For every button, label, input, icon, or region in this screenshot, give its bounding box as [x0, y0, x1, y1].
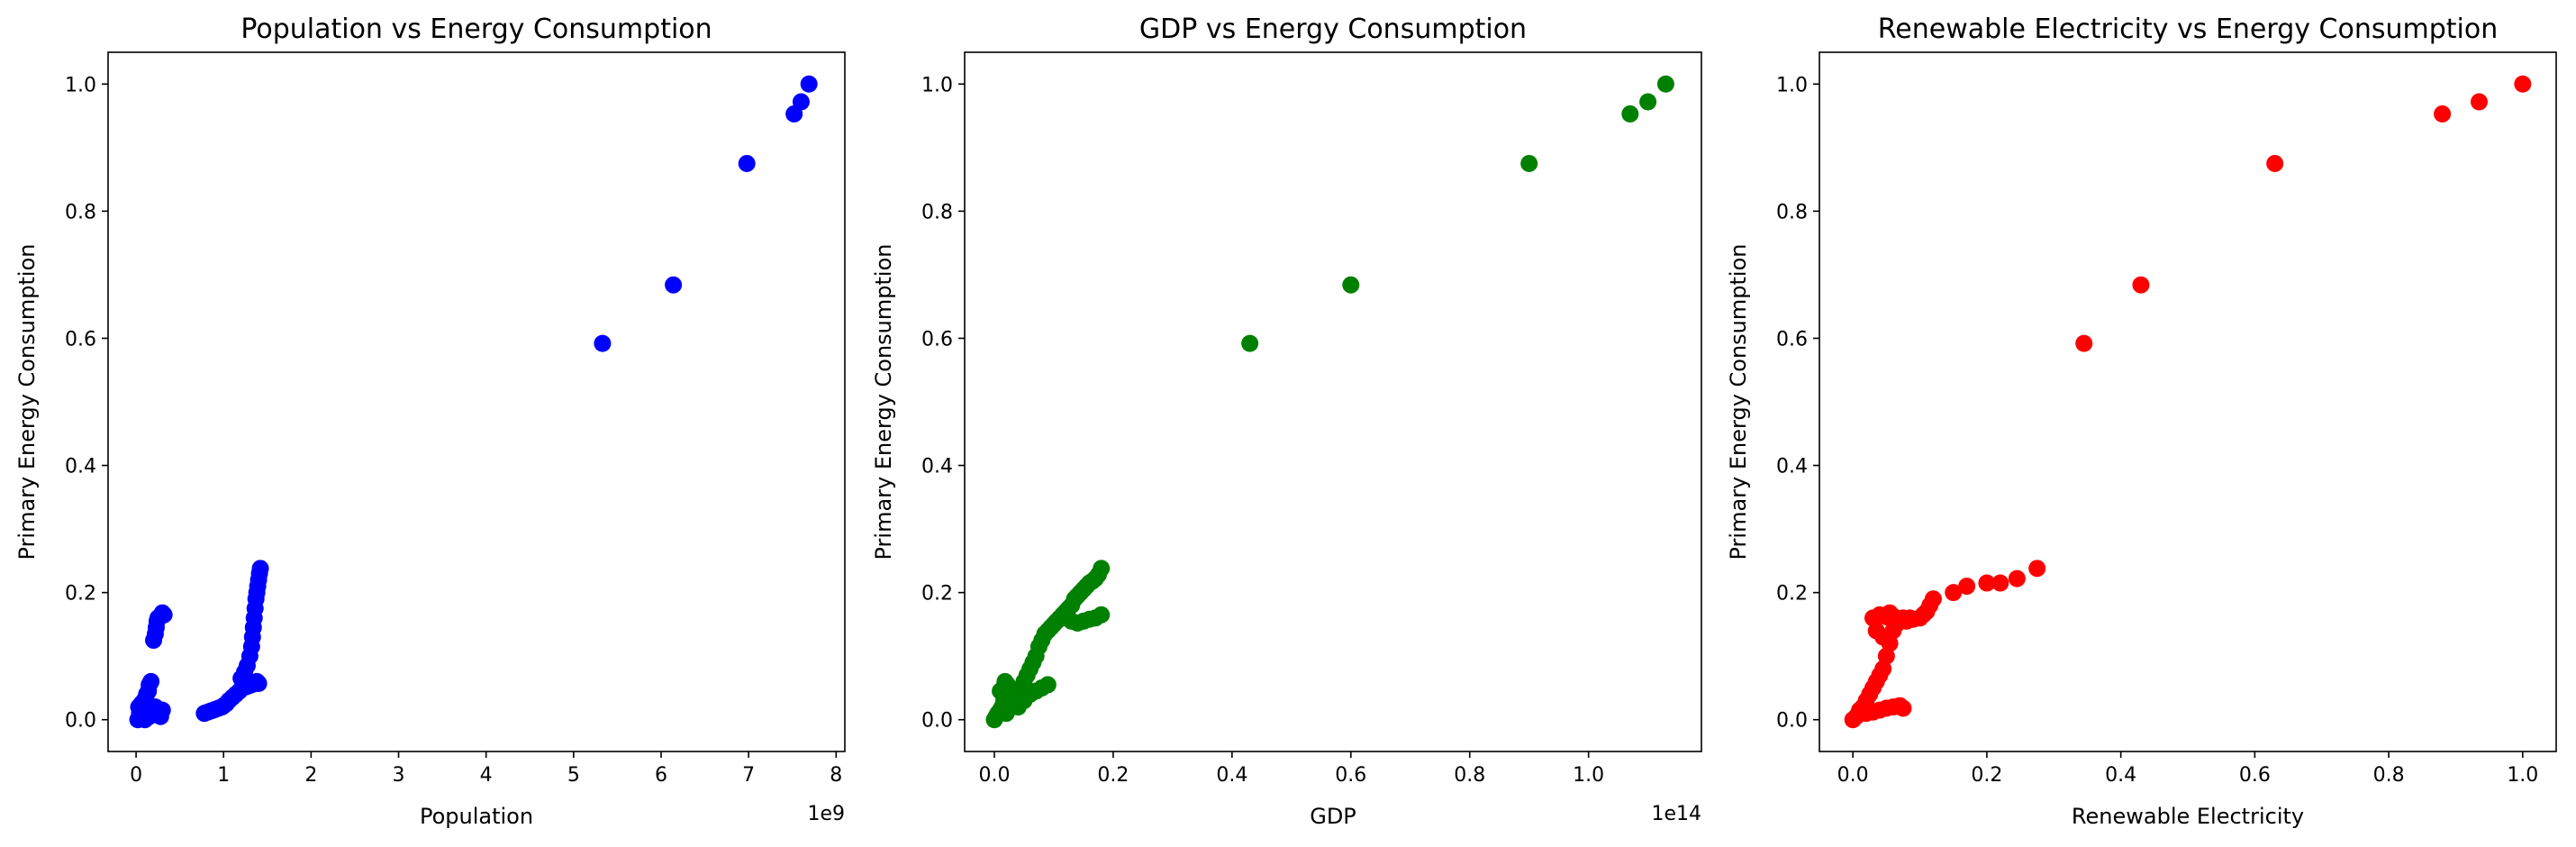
- plot-area-frame: [1819, 51, 2557, 752]
- y-tick-label: 0.8: [921, 201, 953, 223]
- chart-title: GDP vs Energy Consumption: [1139, 14, 1527, 45]
- x-tick-label: 0.4: [1216, 764, 1247, 787]
- x-tick-label: 0.0: [978, 764, 1010, 787]
- plot-area-frame: [107, 51, 846, 752]
- scatter-point: [1621, 105, 1639, 123]
- y-axis-label: Primary Energy Consumption: [14, 244, 40, 560]
- scatter-point: [155, 606, 173, 624]
- x-tick-label: 0.8: [1454, 764, 1485, 787]
- y-tick-label: 1.0: [921, 74, 953, 96]
- scatter-point: [1945, 584, 1963, 602]
- x-axis-offset-label: 1e14: [1651, 803, 1701, 825]
- scatter-point: [1639, 93, 1657, 111]
- scatter-point: [2434, 105, 2452, 123]
- x-tick-label: 0: [130, 764, 142, 787]
- chart-title: Renewable Electricity vs Energy Consumpt…: [1878, 14, 2498, 45]
- scatter-point: [251, 560, 269, 578]
- scatter-point: [738, 154, 756, 172]
- scatter-point: [2470, 93, 2488, 111]
- x-tick-label: 0.6: [2239, 764, 2271, 787]
- scatter-point: [2266, 154, 2284, 172]
- scatter-panel-population: Population vs Energy Consumption Populat…: [14, 14, 846, 829]
- scatter-point: [137, 695, 155, 713]
- scatter-point: [2028, 560, 2046, 578]
- y-tick-label: 0.8: [1776, 201, 1808, 223]
- y-axis-label: Primary Energy Consumption: [871, 244, 896, 560]
- x-tick-label: 0.0: [1837, 764, 1869, 787]
- scatter-point: [1884, 607, 1902, 625]
- y-tick-label: 0.6: [921, 328, 953, 351]
- scatter-point: [800, 75, 818, 93]
- y-tick-label: 0.0: [65, 710, 96, 733]
- scatter-point: [1093, 606, 1111, 624]
- scatter-panel-gdp: GDP vs Energy Consumption GDP Primary En…: [871, 14, 1702, 829]
- x-tick-label: 1.0: [1573, 764, 1604, 787]
- y-tick-label: 0.2: [65, 583, 96, 606]
- x-axis-label: Renewable Electricity: [2072, 804, 2304, 829]
- scatter-point: [2132, 276, 2150, 294]
- scatter-point: [1958, 578, 1976, 596]
- y-tick-label: 0.4: [921, 456, 953, 478]
- x-tick-label: 1.0: [2507, 764, 2538, 787]
- scatter-point: [594, 334, 612, 352]
- y-tick-label: 0.6: [65, 328, 96, 351]
- x-axis-label: GDP: [1310, 804, 1356, 829]
- scatter-point: [140, 682, 158, 700]
- scatter-points: [985, 75, 1674, 729]
- x-tick-label: 1: [217, 764, 230, 787]
- scatter-point: [1978, 574, 1996, 592]
- plot-area-frame: [964, 51, 1702, 752]
- y-tick-label: 0.4: [65, 456, 96, 478]
- scatter-point: [1924, 590, 1942, 608]
- scatter-point: [1520, 154, 1538, 172]
- y-tick-label: 0.2: [921, 583, 953, 606]
- x-tick-label: 8: [830, 764, 842, 787]
- scatter-point: [997, 705, 1015, 723]
- y-tick-label: 1.0: [1776, 74, 1808, 96]
- scatter-points: [129, 75, 818, 729]
- y-tick-label: 0.0: [1776, 710, 1808, 733]
- x-tick-label: 3: [393, 764, 405, 787]
- x-axis-offset-label: 1e9: [807, 803, 845, 825]
- scatter-points: [1844, 75, 2532, 729]
- x-tick-label: 6: [655, 764, 667, 787]
- scatter-point: [1991, 574, 2009, 592]
- scatter-point: [2514, 75, 2532, 93]
- x-tick-label: 0.2: [1097, 764, 1129, 787]
- y-tick-label: 0.4: [1776, 456, 1808, 478]
- scatter-point: [1894, 699, 1912, 717]
- x-tick-label: 0.4: [2105, 764, 2136, 787]
- x-tick-label: 4: [480, 764, 493, 787]
- scatter-point: [249, 675, 268, 693]
- x-tick-label: 0.2: [1971, 764, 2002, 787]
- x-tick-label: 7: [742, 764, 755, 787]
- scatter-point: [665, 276, 683, 294]
- x-tick-label: 0.8: [2373, 764, 2405, 787]
- y-tick-label: 0.6: [1776, 328, 1808, 351]
- y-tick-label: 0.2: [1776, 583, 1808, 606]
- scatter-point: [1342, 276, 1360, 294]
- scatter-point: [1039, 676, 1057, 694]
- y-tick-label: 1.0: [65, 74, 96, 96]
- x-axis-label: Population: [420, 804, 533, 829]
- x-tick-label: 5: [567, 764, 580, 787]
- y-axis-label: Primary Energy Consumption: [1726, 244, 1751, 560]
- y-tick-label: 0.8: [65, 201, 96, 223]
- x-tick-label: 2: [304, 764, 317, 787]
- scatter-point: [2008, 569, 2026, 587]
- x-tick-label: 0.6: [1335, 764, 1366, 787]
- y-tick-label: 0.0: [921, 710, 953, 733]
- scatter-point: [992, 682, 1010, 700]
- scatter-point: [1241, 334, 1259, 352]
- scatter-point: [1656, 75, 1674, 93]
- scatter-point: [153, 701, 171, 719]
- scatter-point: [792, 93, 810, 111]
- scatter-point: [1093, 560, 1111, 578]
- scatter-point: [1874, 628, 1892, 646]
- scatter-point: [2075, 334, 2093, 352]
- chart-title: Population vs Energy Consumption: [240, 14, 712, 45]
- scatter-panel-renewable: Renewable Electricity vs Energy Consumpt…: [1726, 14, 2557, 829]
